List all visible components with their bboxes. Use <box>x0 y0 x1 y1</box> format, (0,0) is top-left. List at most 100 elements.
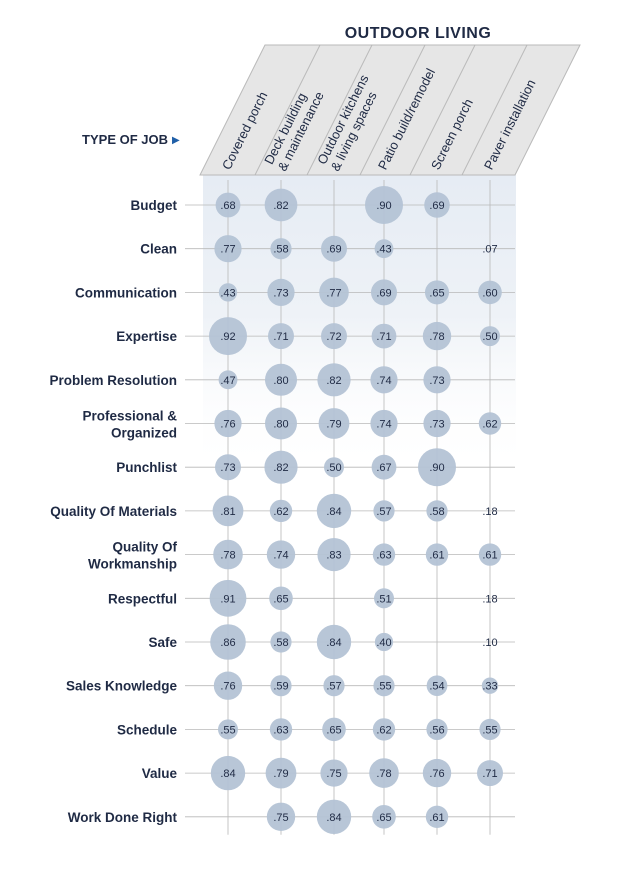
bubble-value-label: .78 <box>220 550 235 562</box>
bubble-value-label: .61 <box>429 550 444 562</box>
bubble <box>264 188 298 222</box>
row-label-line: Quality Of Materials <box>50 504 177 519</box>
bubble-value-label: .40 <box>376 637 391 649</box>
header-divider <box>359 44 426 176</box>
chart-title: OUTDOOR LIVING <box>345 25 492 42</box>
row-label-line: Clean <box>140 242 177 257</box>
bubble-value-label: .84 <box>326 812 341 824</box>
bubble <box>323 675 345 697</box>
bubble-value-label: .10 <box>482 637 497 649</box>
bubble <box>218 370 238 390</box>
bubble <box>265 757 297 789</box>
bubble-value-label: .79 <box>273 768 288 780</box>
bubble-value-label: .55 <box>482 724 497 736</box>
bubble <box>374 632 394 652</box>
bubble <box>210 755 246 791</box>
bubble-value-label: .18 <box>482 506 497 518</box>
bubble-value-label: .81 <box>220 506 235 518</box>
bubble <box>212 495 244 527</box>
bubble-value-label: .71 <box>482 768 497 780</box>
row-label-line: Quality Of <box>112 540 177 555</box>
bubble-value-label: .33 <box>482 681 497 693</box>
bubble <box>321 235 347 262</box>
bubble-value-label: .76 <box>220 681 235 693</box>
bubble-value-label: .59 <box>273 681 288 693</box>
bubble-value-label: .80 <box>273 375 288 387</box>
bubble <box>324 457 344 478</box>
bubble <box>426 718 448 741</box>
bubble <box>265 363 297 396</box>
bubble-value-label: .73 <box>220 462 235 474</box>
bubble-value-label: .77 <box>326 287 341 299</box>
bubble-value-label: .69 <box>376 287 391 299</box>
bubble <box>317 538 351 572</box>
row-label: Respectful <box>108 591 177 606</box>
bubble-value-label: .74 <box>376 419 391 431</box>
bubble <box>266 802 296 831</box>
bubble <box>270 675 292 697</box>
bubble <box>209 579 247 617</box>
row-label-line: Communication <box>75 285 177 300</box>
bubble <box>370 409 398 438</box>
bubble-value-label: .18 <box>482 593 497 605</box>
bubble-value-label: .76 <box>220 419 235 431</box>
bubble <box>213 671 243 700</box>
bubble <box>481 677 499 694</box>
row-label: Communication <box>75 285 177 300</box>
bubble-value-label: .58 <box>429 506 444 518</box>
bubble <box>214 235 242 263</box>
bubble-value-label: .91 <box>220 593 235 605</box>
bubble <box>477 760 503 787</box>
bubble-value-label: .54 <box>429 681 444 693</box>
bubble <box>371 454 397 480</box>
bubble <box>213 539 243 570</box>
bubble <box>316 624 352 660</box>
row-label-line: Sales Knowledge <box>66 679 178 694</box>
bubble-value-label: .82 <box>326 375 341 387</box>
bubble-value-label: .56 <box>429 724 444 736</box>
bubble <box>373 500 395 522</box>
bubble-value-label: .47 <box>220 375 235 387</box>
row-label: Value <box>142 766 178 781</box>
row-label-line: Workmanship <box>88 557 177 572</box>
bubble <box>215 454 241 481</box>
bubble-value-label: .57 <box>326 681 341 693</box>
bubble <box>371 323 397 349</box>
row-label-line: Work Done Right <box>68 810 178 825</box>
bubble-value-label: .71 <box>376 331 391 343</box>
bubble-value-label: .69 <box>326 244 341 256</box>
row-label: Safe <box>148 635 177 650</box>
bubble <box>269 586 293 611</box>
bubble-value-label: .73 <box>429 419 444 431</box>
bubble <box>423 366 451 394</box>
bubble <box>422 758 452 788</box>
bubble-value-label: .80 <box>273 419 288 431</box>
bubble-value-label: .68 <box>220 200 235 212</box>
bubble-value-label: .63 <box>376 550 391 562</box>
header-divider <box>254 44 321 176</box>
bubble <box>373 675 395 697</box>
bubble-value-label: .78 <box>429 331 444 343</box>
bubble <box>374 239 394 259</box>
bubble-value-label: .86 <box>220 637 235 649</box>
row-label: Expertise <box>116 329 177 344</box>
row-label-line: Respectful <box>108 591 177 606</box>
bubble-value-label: .72 <box>326 331 341 343</box>
bubble <box>214 409 242 438</box>
bubble-value-label: .71 <box>273 331 288 343</box>
bubble <box>320 759 348 787</box>
row-label-line: Organized <box>111 426 177 441</box>
bubble <box>426 675 448 697</box>
bubble <box>318 408 350 439</box>
bubble-value-label: .82 <box>273 462 288 474</box>
row-axis-label: TYPE OF JOB <box>82 132 168 147</box>
bubble-value-label: .55 <box>376 681 391 693</box>
row-label: Clean <box>140 242 177 257</box>
bubble-value-label: .57 <box>376 506 391 518</box>
bubble <box>210 624 246 660</box>
bubble-value-label: .74 <box>273 550 288 562</box>
bubble-value-label: .73 <box>273 287 288 299</box>
bubble <box>269 499 293 523</box>
row-label: Quality Of Workmanship <box>88 540 178 572</box>
bubble <box>425 805 449 828</box>
